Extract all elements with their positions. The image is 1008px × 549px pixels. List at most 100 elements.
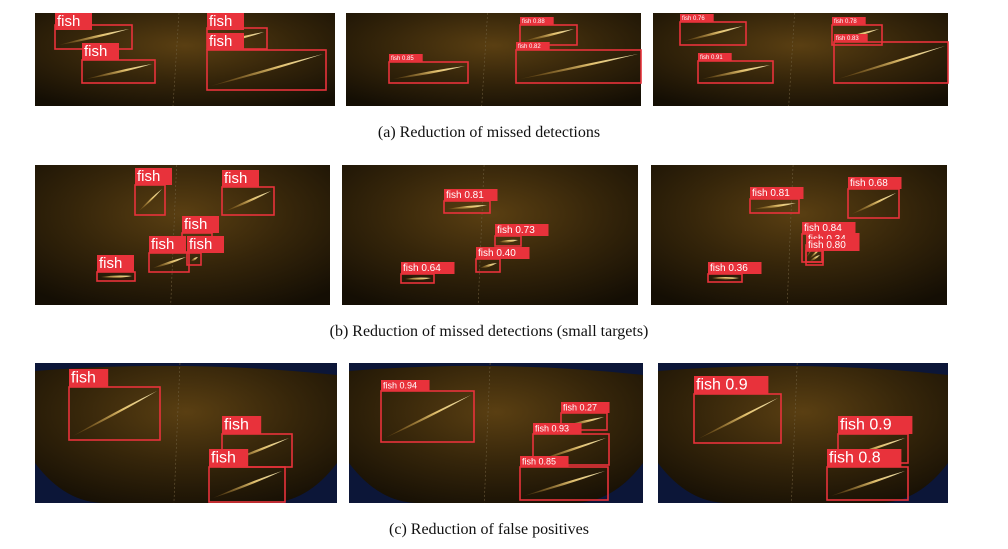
detection-label: fish [71,370,96,387]
label-background [207,33,244,50]
label-background [207,13,244,30]
range-line [786,164,794,306]
label-background [806,239,860,251]
fish-echo [59,29,129,45]
fish-echo [810,255,820,261]
label-background [838,416,913,434]
label-background [149,236,186,253]
fish-echo [684,26,743,41]
detection-label: fish [209,13,232,30]
detection-box [833,41,949,84]
fish-echo [520,54,638,79]
detection-label: fish 0.85 [391,56,414,62]
image-corner [658,363,948,375]
detection-label: fish [224,170,247,187]
detection-label: fish [99,255,122,272]
label-background [55,13,92,30]
label-background [381,380,430,391]
sonar-image: fish 0.81 fish 0.73 fish 0.40 fish 0.64 [342,164,638,306]
label-background [209,449,249,467]
label-background [476,247,530,259]
range-line [173,362,181,504]
detection-label: fish 0.78 [834,19,857,25]
fish-echo [537,438,606,461]
detection-label: fish [189,236,212,253]
detection-label: fish 0.81 [446,190,484,201]
range-line [788,12,795,107]
image-corner [267,463,337,503]
image-corner [349,463,419,503]
label-background [187,236,224,253]
label-background [182,216,219,233]
caption: (b) Reduction of missed detections (smal… [330,323,649,340]
label-background [495,224,549,236]
label-background [520,17,554,25]
image-corner [878,463,948,503]
fish-echo [73,391,157,436]
label-background [802,222,856,234]
detection-label: fish 0.73 [497,225,535,236]
image-corner [35,363,337,375]
image-corner [573,463,643,503]
fish-echo [852,193,896,214]
fish-echo [698,398,778,439]
detection-label: fish 0.82 [518,44,541,50]
sonar-image: fish fish fish [35,362,337,504]
label-background [680,14,714,22]
detection-label: fish 0.84 [804,223,842,234]
fish-echo [405,277,431,281]
detection-box [68,386,161,441]
detection-label: fish 0.76 [682,16,705,22]
detection-box [206,49,327,91]
fish-echo [226,191,271,211]
detection-label: fish [209,33,232,50]
detection-label: fish 0.83 [836,36,859,42]
image-corner [349,363,643,375]
detection-label: fish 0.80 [808,240,846,251]
detection-label: fish [211,450,236,467]
fish-echo [838,46,945,79]
detection-label: fish 0.93 [535,423,569,433]
label-background [97,255,134,272]
fish-echo [213,471,282,498]
fish-echo [385,395,471,438]
label-background [832,17,866,25]
detection-label: fish [84,43,107,60]
sonar-image: fish 0.94 fish 0.27 fish 0.93 fish 0.85 [349,362,643,504]
detection-label: fish 0.85 [522,456,556,466]
fish-echo [480,263,497,269]
detection-label: fish 0.68 [850,178,888,189]
range-line [477,164,485,306]
label-background [516,42,550,50]
detection-label: fish 0.27 [563,402,597,412]
detection-label: fish [184,216,207,233]
image-background [651,165,947,305]
caption: (c) Reduction of false positives [389,521,589,538]
detection-label: fish [151,236,174,253]
fish-echo [702,65,770,79]
fish-echo [499,239,518,243]
detection-box [697,60,774,84]
detection-box [388,61,469,84]
detection-label: fish [57,13,80,30]
label-background [69,369,109,387]
fish-echo [448,205,487,210]
image-corner [658,463,728,503]
image-corner [35,463,105,503]
label-background [82,43,119,60]
image-background [342,165,638,305]
fish-echo [211,54,323,86]
range-line [481,12,488,107]
detection-label: fish 0.94 [383,380,417,390]
label-background [694,376,769,394]
range-line [170,164,177,306]
label-background [135,168,172,185]
fish-echo [524,471,605,496]
label-background [561,402,610,413]
detection-label: fish 0.40 [478,248,516,259]
label-background [708,262,762,274]
detection-label: fish [224,417,249,434]
label-background [222,170,259,187]
sonar-image: fish 0.88 fish 0.82 fish 0.85 [346,12,642,107]
